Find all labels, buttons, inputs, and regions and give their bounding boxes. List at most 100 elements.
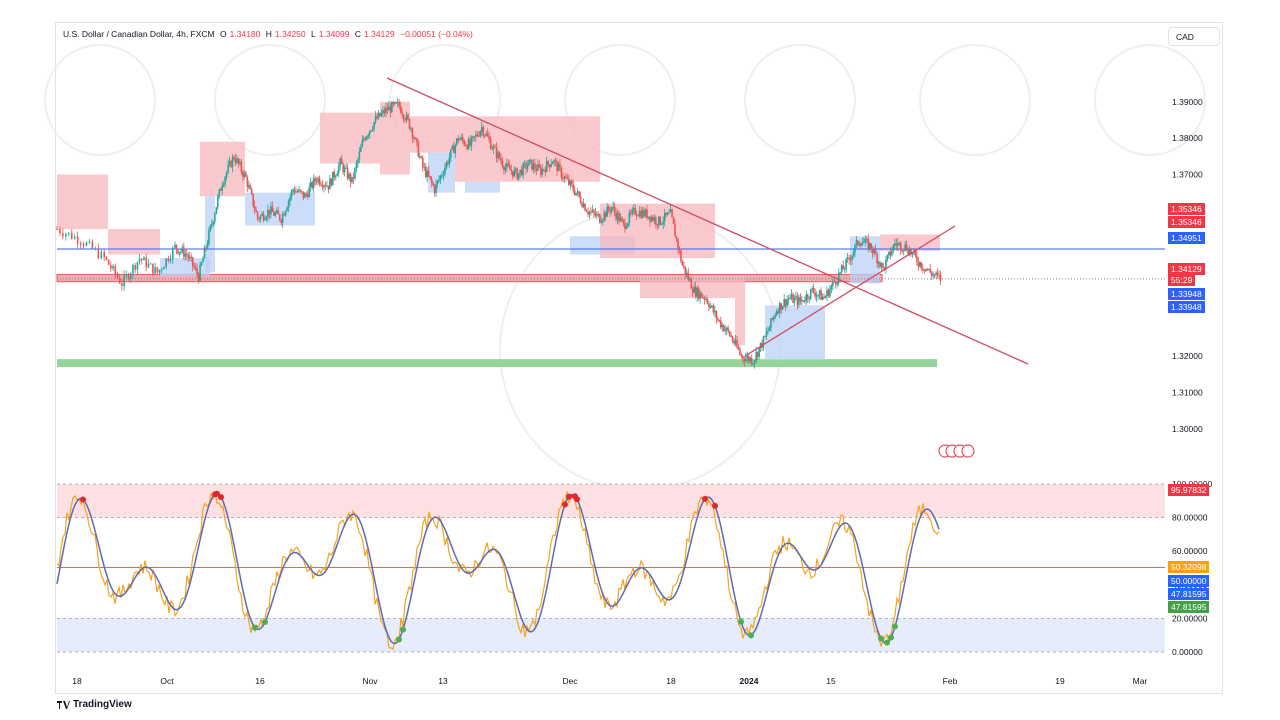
candle-body [498, 152, 501, 159]
osc-peak-dot [574, 496, 580, 503]
candle-body [649, 216, 651, 222]
candle-body [370, 130, 372, 132]
trendline-up [744, 225, 956, 357]
candle-body [271, 206, 274, 212]
candle-body [804, 301, 806, 303]
candle-body [458, 139, 461, 141]
candle-body [677, 239, 679, 249]
candle-body [597, 214, 600, 216]
candle-body [315, 181, 318, 183]
osc-trough-dot [892, 623, 898, 630]
candle-body [621, 217, 623, 220]
candle-body [686, 272, 688, 275]
candle-body [582, 203, 585, 207]
candle-body [329, 178, 331, 190]
candle-body [613, 206, 616, 212]
osc-peak-dot [214, 490, 220, 497]
candle-body [551, 162, 554, 165]
candle-body [624, 222, 626, 229]
candle-body [616, 213, 619, 220]
candle-body [842, 265, 844, 270]
chart-frame[interactable] [55, 22, 1223, 694]
event-flag-icon [961, 444, 975, 458]
candle-body [916, 255, 918, 263]
candle-body [476, 134, 479, 136]
candle-body [386, 107, 389, 111]
high-label: H [265, 29, 272, 39]
candle-body [548, 164, 551, 167]
close-value: 1.34129 [364, 29, 395, 39]
candle-body [892, 245, 895, 252]
candle-body [663, 212, 666, 222]
candle-body [860, 243, 862, 246]
candle-body [753, 360, 756, 364]
candle-body [382, 110, 384, 114]
candle-body [687, 272, 690, 280]
candle-body [538, 164, 541, 168]
candle-body [808, 298, 811, 300]
candle-body [829, 289, 831, 297]
candle-body [733, 341, 735, 344]
footer-brand[interactable]: TradingView [57, 699, 132, 710]
candle-body [631, 209, 634, 214]
candle-body [385, 107, 387, 114]
candle-body [560, 167, 563, 178]
candle-body [100, 251, 103, 259]
candle-body [416, 138, 418, 143]
candle-body [599, 214, 601, 223]
candle-body [85, 242, 88, 246]
candle-body [718, 319, 721, 321]
candle-body [896, 243, 899, 246]
candle-body [780, 303, 783, 310]
candle-body [627, 222, 629, 227]
candle-body [693, 286, 695, 293]
candle-body [727, 327, 729, 332]
candle-body [259, 215, 262, 220]
candle-body [519, 169, 521, 174]
price-label-support-2: 1.33948 [1168, 301, 1205, 313]
candle-body [460, 137, 462, 140]
candle-body [628, 212, 631, 223]
time-tick: Feb [943, 676, 958, 686]
candle-body [441, 175, 443, 177]
candle-body [461, 137, 464, 141]
candle-body [935, 272, 937, 275]
candle-body [901, 250, 903, 252]
candle-body [587, 211, 589, 215]
candle-body [451, 145, 454, 150]
candle-body [668, 212, 670, 214]
time-tick: Dec [562, 676, 578, 686]
candle-body [273, 211, 275, 216]
candle-body [455, 138, 458, 145]
candle-body [572, 184, 575, 191]
osc-label-midline: 50.00000 [1168, 575, 1210, 587]
candle-body [557, 163, 560, 172]
candle-body [287, 200, 290, 208]
candle-body [323, 185, 325, 188]
candle-body [656, 224, 659, 226]
zone-box [735, 298, 745, 346]
watermark-circle [44, 44, 156, 156]
candle-body [531, 159, 533, 170]
candle-body [373, 122, 375, 129]
candle-body [516, 168, 518, 180]
candle-body [392, 102, 395, 105]
candle-body [445, 162, 448, 168]
candle-body [783, 299, 785, 307]
candle-body [469, 139, 471, 146]
candle-body [507, 163, 510, 166]
candle-body [758, 348, 760, 357]
candle-body [781, 306, 784, 310]
candle-body [638, 210, 641, 216]
candle-body [379, 112, 381, 117]
candle-body [585, 210, 588, 212]
currency-button[interactable]: CAD [1168, 27, 1220, 46]
candle-body [292, 189, 294, 191]
open-label: O [220, 29, 227, 39]
candle-body [363, 138, 365, 141]
candle-body [218, 189, 221, 197]
candle-body [845, 259, 847, 269]
osc-peak-dot [712, 502, 718, 509]
candle-body [136, 261, 139, 270]
